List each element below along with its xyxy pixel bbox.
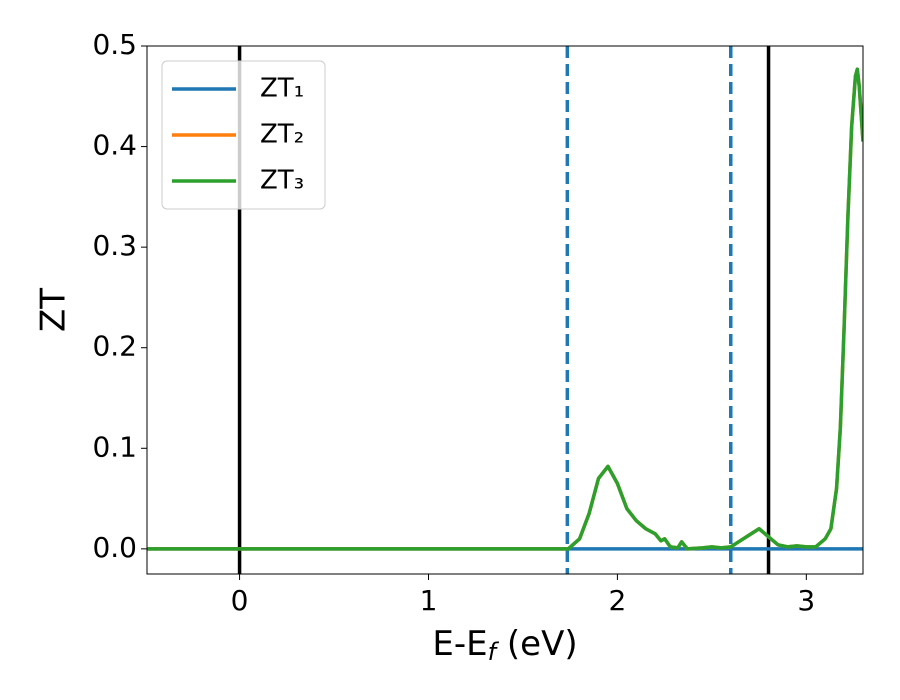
x-tick-label: 0 [231, 584, 249, 617]
legend-label: ZT₃ [260, 166, 304, 196]
x-tick-label: 1 [420, 584, 438, 617]
x-axis-label: E-Ef (eV) [432, 624, 577, 667]
x-tick-label: 3 [797, 584, 815, 617]
y-axis-label: ZT [34, 288, 74, 332]
y-tick-label: 0.3 [92, 229, 137, 262]
legend-box [161, 60, 326, 210]
legend-label: ZT₂ [260, 120, 304, 150]
x-tick-label: 2 [608, 584, 626, 617]
series-line [147, 67, 863, 551]
y-tick-label: 0.5 [92, 28, 137, 61]
x-axis-label-part: (eV) [496, 624, 578, 664]
x-axis-label-part: E-E [432, 624, 487, 664]
y-tick-label: 0.0 [92, 531, 137, 564]
plot-area [147, 46, 863, 574]
legend-label: ZT₁ [260, 74, 304, 104]
y-tick-label: 0.2 [92, 330, 137, 363]
y-tick-label: 0.4 [92, 129, 137, 162]
axes-frame [146, 45, 864, 575]
y-tick-label: 0.1 [92, 430, 137, 463]
